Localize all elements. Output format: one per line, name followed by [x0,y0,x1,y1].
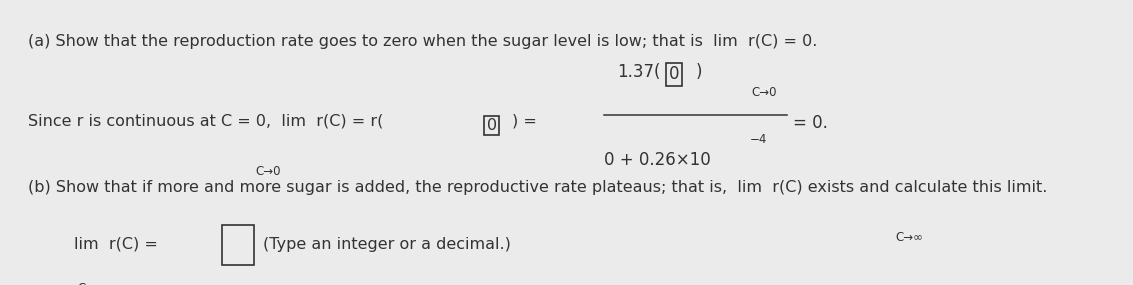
Text: 0 + 0.26×10: 0 + 0.26×10 [604,151,710,169]
Text: lim  r(C) =: lim r(C) = [74,237,157,252]
Text: C→∞: C→∞ [77,282,105,285]
Text: −4: −4 [750,133,767,146]
Text: 0: 0 [487,118,496,133]
Text: C→0: C→0 [255,165,281,178]
Text: (Type an integer or a decimal.): (Type an integer or a decimal.) [263,237,511,252]
Text: ): ) [696,63,702,81]
Text: 0: 0 [668,65,680,83]
Text: ) =: ) = [512,114,537,129]
Text: = 0.: = 0. [793,114,828,132]
Text: Since r is continuous at C = 0,  lim  r(C) = r(: Since r is continuous at C = 0, lim r(C)… [28,114,384,129]
Text: (a) Show that the reproduction rate goes to zero when the sugar level is low; th: (a) Show that the reproduction rate goes… [28,34,818,49]
Text: (b) Show that if more and more sugar is added, the reproductive rate plateaus; t: (b) Show that if more and more sugar is … [28,180,1048,195]
Text: 1.37(: 1.37( [617,63,661,81]
FancyBboxPatch shape [222,225,254,265]
Text: C→0: C→0 [751,86,777,99]
Text: C→∞: C→∞ [895,231,923,244]
